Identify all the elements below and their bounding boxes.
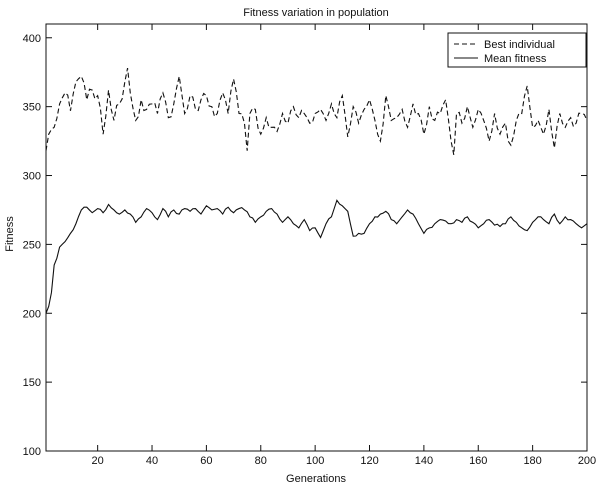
- y-tick-label: 350: [23, 102, 41, 114]
- legend: Best individual Mean fitness: [447, 32, 587, 68]
- x-tick-label: 180: [523, 455, 541, 467]
- x-tick-label: 200: [578, 455, 596, 467]
- series-line-best-individual: [45, 67, 588, 155]
- x-tick-label: 20: [92, 455, 104, 467]
- x-tick-label: 120: [360, 455, 378, 467]
- y-tick-label: 150: [23, 377, 41, 389]
- chart-title: Fitness variation in population: [243, 7, 389, 19]
- y-axis-label: Fitness: [4, 216, 16, 252]
- legend-label: Best individual: [484, 39, 555, 51]
- x-tick-label: 100: [306, 455, 324, 467]
- y-tick-label: 200: [23, 308, 41, 320]
- series-layer: [45, 67, 588, 314]
- plot-area: [45, 23, 588, 452]
- legend-box: [447, 32, 587, 68]
- x-tick-label: 160: [469, 455, 487, 467]
- legend-label: Mean fitness: [484, 53, 547, 65]
- plot-frame: [45, 23, 588, 452]
- y-tick-label: 250: [23, 239, 41, 251]
- series-line-mean-fitness: [45, 199, 588, 314]
- x-tick-label: 60: [200, 455, 212, 467]
- y-tick-label: 400: [23, 33, 41, 45]
- ticks-layer: 20 40 60 80 100 120 140 160 180 200 100 150 200 250 30…: [23, 24, 596, 467]
- x-axis-label: Generations: [286, 473, 346, 485]
- x-tick-label: 40: [146, 455, 158, 467]
- x-tick-label: 140: [415, 455, 433, 467]
- x-tick-label: 80: [255, 455, 267, 467]
- y-tick-label: 100: [23, 446, 41, 458]
- y-tick-label: 300: [23, 171, 41, 183]
